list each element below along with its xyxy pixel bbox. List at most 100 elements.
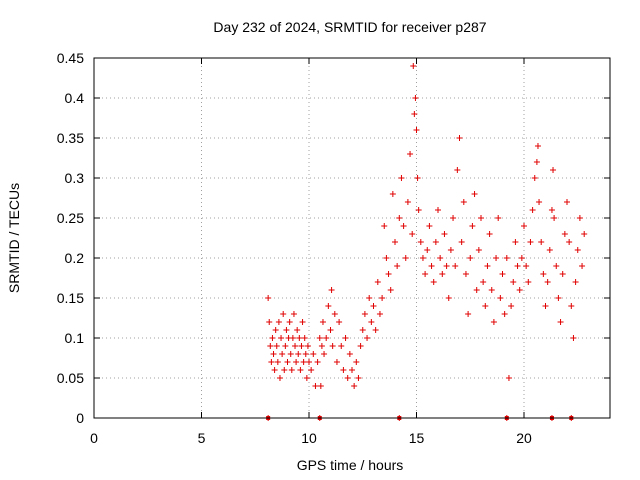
data-point	[415, 207, 422, 213]
data-point	[346, 351, 353, 357]
data-point	[432, 239, 439, 245]
data-point	[351, 383, 358, 389]
data-point	[538, 239, 545, 245]
data-point	[454, 167, 461, 173]
data-point	[441, 231, 448, 237]
data-point	[443, 263, 450, 269]
data-point	[349, 367, 355, 373]
x-tick-label: 10	[301, 430, 317, 446]
data-point	[298, 343, 305, 349]
data-point	[570, 335, 577, 341]
data-point	[447, 247, 454, 253]
data-point	[355, 375, 362, 381]
data-point	[274, 359, 281, 365]
data-point	[321, 351, 328, 357]
data-point	[288, 367, 295, 373]
data-point	[516, 287, 523, 293]
data-point	[533, 159, 540, 165]
data-point	[527, 239, 534, 245]
data-point	[460, 199, 467, 205]
data-point	[270, 351, 277, 357]
data-point	[329, 343, 336, 349]
data-point	[445, 295, 452, 301]
grid	[94, 58, 610, 418]
data-point	[301, 335, 308, 341]
data-point	[525, 279, 532, 285]
data-point	[412, 95, 419, 101]
data-point	[572, 279, 579, 285]
data-point	[266, 319, 273, 325]
data-point	[268, 359, 275, 365]
data-point	[370, 303, 377, 309]
data-point	[297, 367, 304, 373]
data-point	[480, 279, 487, 285]
data-point	[287, 351, 294, 357]
data-point	[273, 343, 280, 349]
data-point	[331, 311, 338, 317]
data-point	[467, 255, 474, 261]
data-point	[555, 295, 562, 301]
data-point	[413, 127, 420, 133]
data-point	[439, 271, 446, 277]
data-point	[564, 199, 570, 205]
data-point	[376, 311, 383, 317]
y-tick-label: 0.15	[57, 290, 84, 306]
data-point	[394, 263, 401, 269]
data-point	[323, 335, 330, 341]
data-point	[471, 191, 478, 197]
data-point	[396, 215, 403, 221]
data-point	[503, 255, 510, 261]
data-point	[368, 319, 375, 325]
data-point	[551, 215, 558, 221]
data-point	[465, 311, 472, 317]
data-point	[435, 207, 441, 213]
data-point	[495, 215, 502, 221]
data-point	[579, 263, 586, 269]
y-tick-label: 0.25	[57, 210, 84, 226]
data-point	[318, 343, 325, 349]
data-point	[486, 231, 493, 237]
data-point	[303, 375, 310, 381]
data-point	[512, 239, 519, 245]
x-tick-label: 15	[409, 430, 425, 446]
data-point	[430, 279, 437, 285]
data-point	[276, 375, 283, 381]
data-point	[364, 335, 371, 341]
data-point	[568, 303, 575, 309]
data-point	[508, 303, 515, 309]
data-point	[338, 343, 345, 349]
data-point	[284, 359, 291, 365]
data-point	[353, 359, 360, 365]
data-point	[419, 255, 426, 261]
data-point	[576, 215, 583, 221]
data-point	[540, 271, 547, 277]
data-point	[374, 279, 381, 285]
data-point	[300, 359, 307, 365]
data-point	[462, 271, 469, 277]
data-point	[402, 255, 409, 261]
data-point	[523, 263, 530, 269]
data-point	[366, 295, 373, 301]
data-point	[283, 327, 290, 333]
data-point	[392, 239, 398, 245]
data-point	[411, 111, 418, 117]
data-point	[499, 271, 506, 277]
data-point	[493, 255, 500, 261]
data-point	[389, 191, 396, 197]
data-point	[286, 319, 293, 325]
data-point	[559, 271, 566, 277]
data-point	[404, 199, 411, 205]
data-point	[299, 319, 306, 325]
data-point	[518, 255, 525, 261]
data-point	[325, 303, 332, 309]
data-point	[469, 223, 476, 229]
data-point	[279, 351, 286, 357]
data-point	[437, 255, 444, 261]
data-point	[501, 311, 508, 317]
data-point	[304, 343, 311, 349]
data-point	[456, 135, 463, 141]
data-point	[417, 239, 424, 245]
y-tick-label: 0.35	[57, 130, 84, 146]
data-point	[310, 351, 317, 357]
data-point	[561, 231, 568, 237]
